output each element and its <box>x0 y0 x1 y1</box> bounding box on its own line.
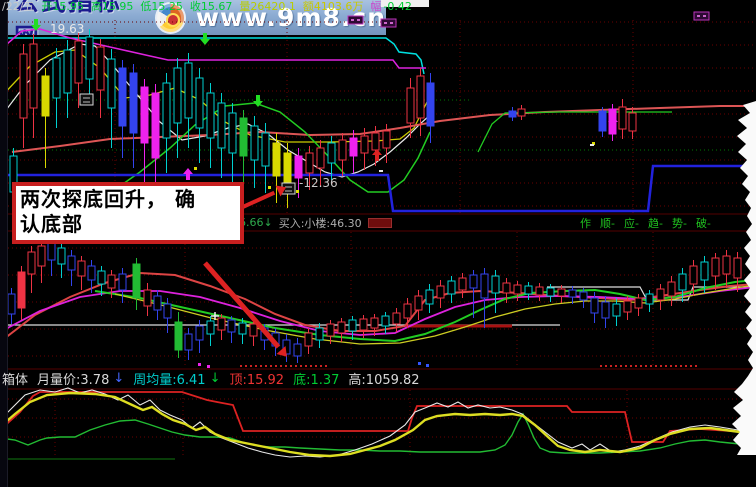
window-edge-strip <box>0 0 8 487</box>
text-segment: 额4103.6万 <box>302 0 364 13</box>
indicator-title-row: 箱体 月量价:3.78 ↓ 周均量:6.41 ↓ 顶:15.92 底:1.37 高:1059.… <box>2 370 420 388</box>
text-segment: 高:1059.82 <box>348 373 420 388</box>
annotation-box: 两次探底回升， 确 认底部 <box>12 182 244 244</box>
mid-title-row-left: 46.66↓ 买入:小楼:46.30 <box>232 215 392 230</box>
text-segment: /22/五 <box>2 0 35 13</box>
watermark-bar: 公式指标网 www.9m8.cn <box>0 0 386 35</box>
text-segment: 开15.95 <box>41 0 84 13</box>
mid-title-row-right: 作顺- 应- 趋- 势- 破- <box>580 215 711 230</box>
text-segment: 顶:15.92 <box>229 373 285 388</box>
red-badge <box>367 217 392 228</box>
text-segment: -0.42 <box>383 0 412 13</box>
text-segment: 买入:小楼:46.30 <box>278 216 362 230</box>
text-segment: ↓ <box>113 371 125 386</box>
price-label-low: -12.36 <box>299 176 338 190</box>
text-segment: 量26420.1 <box>239 0 296 13</box>
text-segment: 势- <box>671 216 687 230</box>
text-segment: 破- <box>695 216 711 230</box>
text-segment: 幅 <box>370 0 382 13</box>
oscillator-pane[interactable] <box>0 390 756 457</box>
text-segment: 应- <box>623 216 639 230</box>
price-label-high: 19.63 <box>50 22 85 36</box>
text-segment: ↓ <box>209 371 221 386</box>
text-segment: 作 <box>580 216 591 230</box>
text-segment: 周均量:6.41 <box>133 373 206 388</box>
annotation-text-line2: 认底部 <box>20 212 83 236</box>
quote-header-bar: /22/五 开15.95 高15.95 低15.25 收15.67 量26420.1 额41… <box>2 0 412 13</box>
text-segment: 收15.67 <box>189 0 233 13</box>
annotation-text-line1: 两次探底回升， 确 <box>20 187 196 211</box>
text-segment: 低15.25 <box>140 0 183 13</box>
site-logo-icon <box>154 1 186 34</box>
text-segment: 趋- <box>647 216 663 230</box>
text-segment: 箱体 <box>2 373 29 388</box>
text-segment: 高15.95 <box>90 0 134 13</box>
text-segment: 顺- <box>600 216 615 230</box>
text-segment: 底:1.37 <box>293 373 340 388</box>
text-segment: 月量价:3.78 <box>37 373 110 388</box>
weekly-chart-pane[interactable] <box>0 232 756 369</box>
